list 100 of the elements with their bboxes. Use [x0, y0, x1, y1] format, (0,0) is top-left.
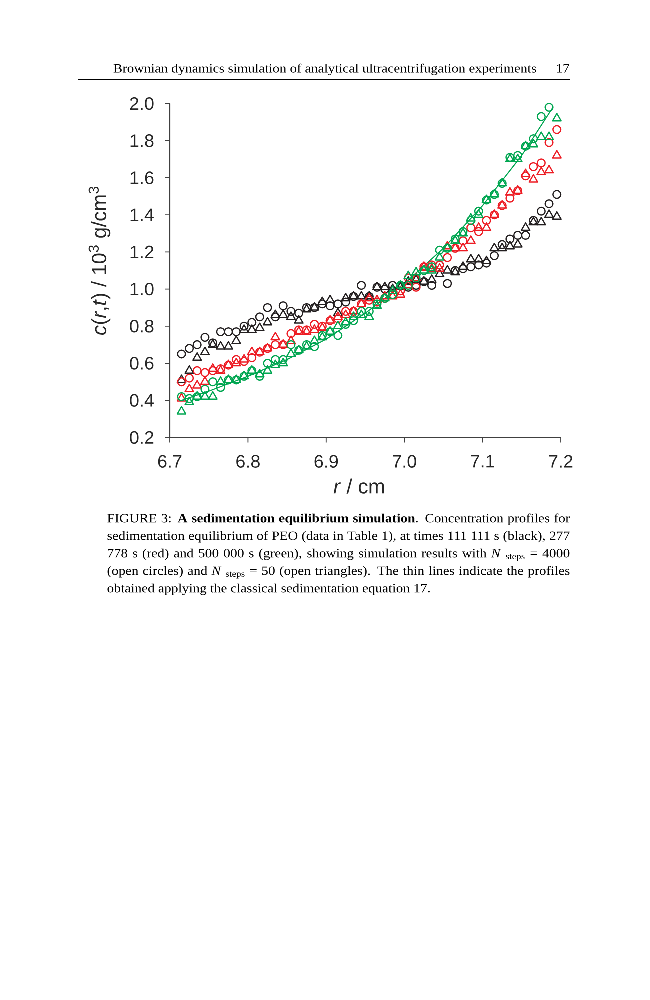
point	[232, 358, 242, 367]
point	[247, 324, 257, 334]
point	[240, 357, 249, 366]
point	[529, 134, 538, 144]
point	[490, 251, 500, 260]
point	[434, 252, 445, 261]
point	[498, 240, 507, 250]
point	[326, 301, 335, 311]
point	[255, 369, 265, 378]
point	[200, 368, 210, 378]
y-tick-label: 0.8	[130, 320, 154, 333]
point	[192, 366, 202, 376]
point	[466, 213, 476, 222]
point	[404, 270, 414, 280]
point	[544, 132, 554, 140]
text: 17	[557, 64, 570, 73]
point	[458, 262, 468, 270]
point	[200, 333, 210, 342]
point	[552, 150, 562, 159]
y-tick-label: 1.8	[130, 134, 154, 148]
point	[443, 279, 452, 288]
x-tick-label: 7.1	[471, 455, 494, 468]
point	[544, 210, 554, 218]
point	[388, 281, 398, 290]
point	[474, 260, 484, 270]
point	[184, 365, 194, 374]
x-tick-label: 7.0	[393, 455, 416, 468]
point	[185, 394, 194, 404]
point	[544, 199, 554, 208]
text: c(r,t) / 10$^{3}$ g/cm$^{3}$	[88, 186, 111, 335]
point	[396, 286, 406, 296]
point	[474, 227, 484, 236]
point	[247, 346, 257, 356]
point	[270, 360, 280, 368]
point	[286, 312, 296, 320]
point	[271, 312, 280, 322]
point	[528, 139, 538, 148]
point	[443, 253, 452, 262]
point	[458, 242, 468, 252]
point	[239, 324, 250, 334]
point	[513, 151, 523, 160]
point	[474, 222, 484, 232]
point	[232, 355, 241, 364]
point	[184, 384, 194, 393]
point	[544, 165, 554, 174]
point	[536, 206, 546, 216]
point	[278, 355, 288, 364]
point	[192, 340, 202, 350]
point	[341, 320, 350, 330]
point	[520, 222, 531, 232]
point	[216, 376, 226, 386]
point	[333, 312, 343, 320]
point	[490, 242, 500, 252]
point	[458, 264, 468, 274]
x-tick-label: 7.2	[549, 455, 573, 468]
point	[552, 125, 562, 134]
y-tick-label: 0.4	[130, 394, 154, 407]
point	[536, 112, 546, 122]
point	[271, 340, 280, 350]
x-axis-title: r / cm	[334, 478, 384, 494]
point	[176, 374, 187, 384]
point	[192, 380, 202, 389]
point	[177, 378, 186, 387]
x-tick-label: 6.7	[158, 455, 182, 468]
point	[208, 364, 218, 372]
point	[434, 268, 445, 278]
point	[536, 217, 546, 226]
point	[334, 300, 343, 309]
point	[482, 216, 492, 226]
point	[200, 391, 210, 400]
point	[341, 293, 351, 302]
point	[286, 348, 296, 358]
point	[248, 318, 257, 328]
point	[278, 358, 288, 367]
point	[263, 358, 272, 368]
x-tick-label: 6.8	[236, 455, 260, 468]
point	[349, 316, 358, 326]
text: Brownian dynamics simulation of analytical ultracentrifugation experiments	[114, 64, 536, 76]
point	[396, 289, 406, 298]
point	[255, 322, 265, 332]
point	[513, 154, 523, 163]
point	[310, 324, 320, 334]
point	[348, 312, 359, 320]
point	[310, 320, 320, 330]
point	[208, 391, 218, 400]
point	[552, 211, 562, 220]
point	[185, 374, 194, 383]
point	[442, 265, 452, 274]
point	[466, 216, 476, 226]
point	[286, 307, 296, 316]
point	[364, 296, 374, 305]
point	[216, 383, 226, 392]
point	[224, 341, 234, 350]
point	[536, 166, 546, 176]
point	[286, 340, 296, 350]
y-tick-label: 1.2	[130, 246, 154, 258]
point	[536, 132, 546, 140]
point	[255, 312, 264, 322]
y-tick-label: 2.0	[130, 97, 154, 110]
point	[294, 308, 304, 318]
